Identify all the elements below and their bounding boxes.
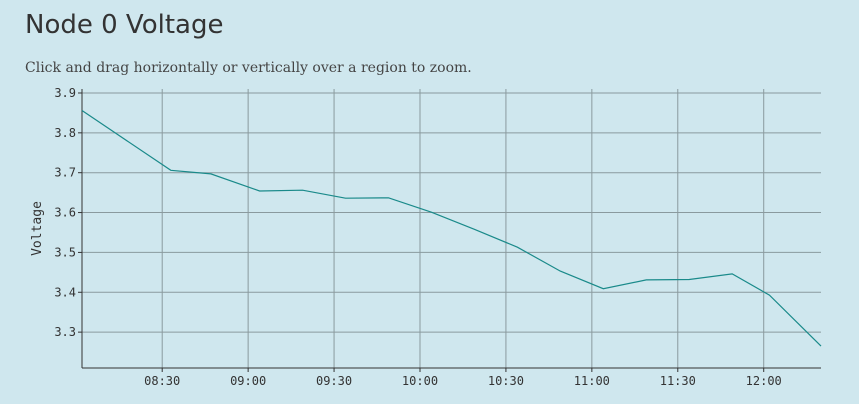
x-tick-label-6: 11:30: [660, 374, 696, 388]
x-tick-label-7: 12:00: [746, 374, 782, 388]
chart-tick-labels: 3.3 3.4 3.5 3.6 3.7 3.8 3.9 08:30 09:00 09:30 10:0…: [54, 86, 781, 388]
page-title: Node 0 Voltage: [25, 10, 224, 40]
y-tick-label-5: 3.8: [54, 126, 76, 140]
series-line-0: [81, 110, 822, 347]
x-tick-label-4: 10:30: [488, 374, 524, 388]
chart-axes: [78, 89, 821, 372]
chart-series: [81, 110, 822, 347]
x-tick-label-3: 10:00: [402, 374, 438, 388]
x-tick-label-0: 08:30: [144, 374, 180, 388]
zoom-instructions: Click and drag horizontally or verticall…: [25, 60, 472, 76]
x-tick-label-1: 09:00: [230, 374, 266, 388]
y-tick-label-1: 3.4: [54, 285, 76, 299]
chart-grid: [82, 89, 821, 368]
y-tick-label-4: 3.7: [54, 166, 76, 180]
x-tick-label-2: 09:30: [316, 374, 352, 388]
y-tick-label-0: 3.3: [54, 325, 76, 339]
y-axis-title: Voltage: [30, 201, 45, 256]
y-tick-label-2: 3.5: [54, 245, 76, 259]
x-tick-label-5: 11:00: [574, 374, 610, 388]
y-tick-label-3: 3.6: [54, 206, 76, 220]
y-tick-label-6: 3.9: [54, 86, 76, 100]
